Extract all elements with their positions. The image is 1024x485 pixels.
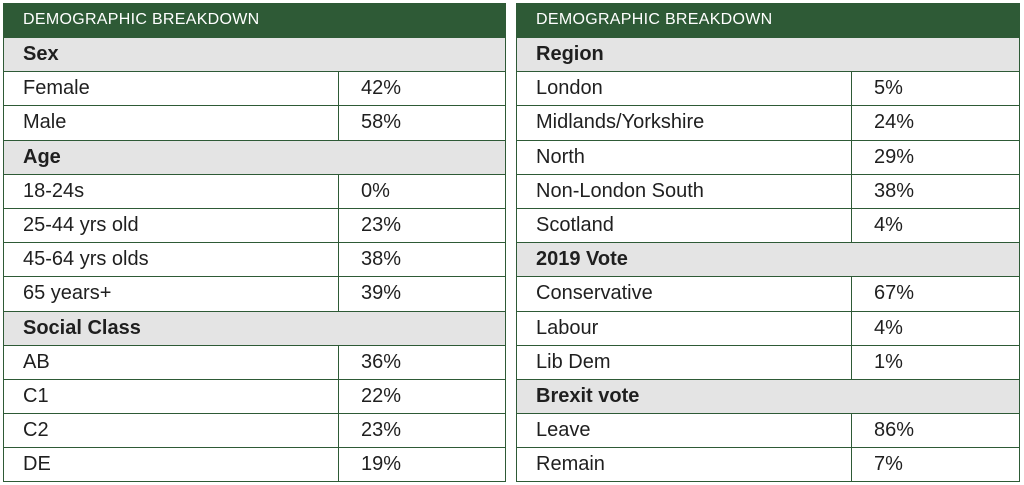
table-row: Remain 7% <box>517 447 1019 482</box>
row-value: 38% <box>874 179 915 202</box>
row-value: 36% <box>361 350 402 373</box>
table-row: Lib Dem 1% <box>517 344 1019 379</box>
row-label: North <box>517 140 852 174</box>
table-header: DEMOGRAPHIC BREAKDOWN <box>517 3 1019 37</box>
row-label: Remain <box>517 448 852 482</box>
row-label: C1 <box>4 379 339 414</box>
row-label: AB <box>4 345 339 379</box>
row-value: 67% <box>874 282 915 305</box>
row-label: 45-64 yrs olds <box>4 243 339 277</box>
table-row: AB 36% <box>4 344 505 379</box>
section-header-row: Age <box>4 139 505 174</box>
row-label: Leave <box>517 414 852 448</box>
row-label: Male <box>4 106 339 140</box>
section-title: 2019 Vote <box>536 248 628 271</box>
table-row: 25-44 yrs old 23% <box>4 207 505 243</box>
table-row: Female 42% <box>4 71 505 106</box>
row-value: 24% <box>874 111 915 134</box>
table-row: Labour 4% <box>517 310 1019 345</box>
row-label: C2 <box>4 414 339 448</box>
row-label: Female <box>4 72 339 106</box>
row-value: 7% <box>874 453 903 476</box>
demographic-table-left: DEMOGRAPHIC BREAKDOWN Sex Female 42% Male 58… <box>3 3 506 483</box>
row-label: Labour <box>517 311 852 345</box>
table-row: Leave 86% <box>517 413 1019 448</box>
section-header-row: Region <box>517 37 1019 72</box>
table-row: London 5% <box>517 71 1019 106</box>
table-row: Male 58% <box>4 105 505 140</box>
table-row: Midlands/Yorkshire 24% <box>517 105 1019 140</box>
row-label: London <box>517 72 852 106</box>
table-body: Sex Female 42% Male 58% Age 18-24s 0% 25-44 yrs … <box>4 37 505 482</box>
section-title: Sex <box>23 43 59 66</box>
row-label: 65 years+ <box>4 277 339 311</box>
table-row: Non-London South 38% <box>517 173 1019 208</box>
row-value: 58% <box>361 111 402 134</box>
table-body: Region London 5% Midlands/Yorkshire 24% North… <box>517 37 1019 482</box>
table-row: 65 years+ 39% <box>4 276 505 311</box>
table-row: Scotland 4% <box>517 207 1019 243</box>
section-header-row: 2019 Vote <box>517 242 1019 277</box>
row-value: 42% <box>361 77 402 100</box>
table-row: Conservative 67% <box>517 276 1019 311</box>
section-title: Social Class <box>23 316 141 339</box>
section-title: Region <box>536 43 604 66</box>
row-label: Non-London South <box>517 174 852 208</box>
row-label: Conservative <box>517 277 852 311</box>
row-label: 18-24s <box>4 174 339 208</box>
row-value: 1% <box>874 350 903 373</box>
table-row: C2 23% <box>4 413 505 448</box>
row-label: 25-44 yrs old <box>4 208 339 243</box>
row-label: Lib Dem <box>517 345 852 379</box>
row-value: 4% <box>874 214 903 237</box>
table-row: North 29% <box>517 139 1019 174</box>
table-row: C1 22% <box>4 378 505 414</box>
table-row: 45-64 yrs olds 38% <box>4 242 505 277</box>
row-label: Scotland <box>517 208 852 243</box>
table-header: DEMOGRAPHIC BREAKDOWN <box>4 3 505 37</box>
row-value: 5% <box>874 77 903 100</box>
table-row: DE 19% <box>4 447 505 482</box>
row-value: 38% <box>361 248 402 271</box>
section-title: Brexit vote <box>536 384 640 407</box>
section-header-row: Sex <box>4 37 505 72</box>
row-label: Midlands/Yorkshire <box>517 106 852 140</box>
row-value: 39% <box>361 282 402 305</box>
section-header-row: Social Class <box>4 310 505 345</box>
row-value: 86% <box>874 419 915 442</box>
row-label: DE <box>4 448 339 482</box>
row-value: 29% <box>874 145 915 168</box>
section-title: Age <box>23 145 61 168</box>
row-value: 23% <box>361 419 402 442</box>
section-header-row: Brexit vote <box>517 378 1019 414</box>
row-value: 23% <box>361 214 402 237</box>
row-value: 4% <box>874 316 903 339</box>
row-value: 19% <box>361 453 402 476</box>
row-value: 22% <box>361 384 402 407</box>
demographic-table-right: DEMOGRAPHIC BREAKDOWN Region London 5% Midl… <box>516 3 1020 483</box>
row-value: 0% <box>361 179 390 202</box>
table-row: 18-24s 0% <box>4 173 505 208</box>
